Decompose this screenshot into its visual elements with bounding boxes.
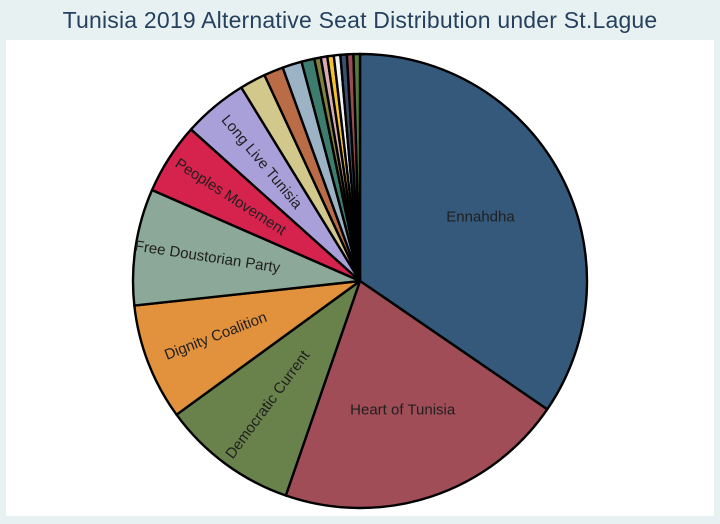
plot-area: Ennahdha Heart of Tunisia Democratic Curre…: [6, 40, 714, 516]
pie-slice: [284, 279, 549, 510]
slice-label: Ennahdha: [446, 208, 515, 225]
slice-label: Heart of Tunisia: [350, 401, 456, 418]
pie-slice: [133, 279, 362, 416]
pie-slice: [175, 279, 362, 497]
pie-slice: [352, 52, 362, 283]
chart-title: Tunisia 2019 Alternative Seat Distributi…: [62, 7, 658, 33]
pie-slice: [131, 188, 362, 307]
pie-slice: [358, 52, 589, 411]
